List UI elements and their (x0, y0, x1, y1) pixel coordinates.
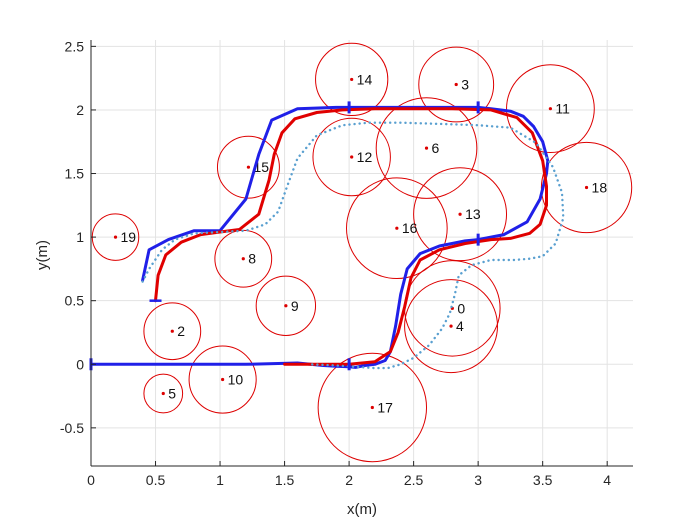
obstacle-circle (188, 345, 257, 414)
obstacle-label: 4 (456, 318, 464, 334)
obstacle-label: 10 (228, 372, 244, 388)
obstacle-center (350, 77, 354, 82)
obstacle-circle (216, 135, 280, 199)
obstacle-label: 11 (555, 101, 570, 117)
obstacle-center (113, 235, 118, 239)
paths (89, 105, 565, 370)
obstacle-circle (315, 42, 389, 117)
obstacle-label: 17 (377, 400, 393, 416)
obstacle-circle (404, 279, 498, 374)
y-tick-label: 0 (76, 356, 84, 372)
y-tick-label: 0.5 (65, 293, 85, 309)
obstacle-center (584, 185, 589, 190)
obstacle-circle (413, 167, 508, 262)
trajectory-line-0 (89, 105, 550, 369)
obstacle-circle (540, 141, 633, 234)
trajectory-line-2 (141, 121, 565, 370)
trajectory-line-1 (154, 107, 548, 366)
obstacle-label: 18 (592, 180, 608, 196)
obstacle-label: 9 (291, 298, 299, 314)
y-tick-label: 2 (76, 102, 84, 118)
y-tick-label: -0.5 (60, 420, 84, 436)
obstacle-center (246, 165, 251, 169)
obstacle-label: 0 (457, 300, 465, 316)
obstacle-center (241, 257, 245, 261)
obstacle-center (395, 226, 399, 230)
obstacle-center (458, 212, 462, 216)
obstacle-circle (143, 373, 184, 414)
obstacle-circle (506, 64, 595, 154)
obstacle-center (424, 146, 429, 150)
x-tick-label: 2 (345, 472, 353, 488)
obstacle-label: 12 (357, 149, 373, 165)
grid (90, 40, 633, 466)
y-tick-label: 1.5 (65, 166, 85, 182)
x-tick-label: 0 (87, 472, 95, 488)
obstacle-circle (143, 302, 202, 361)
y-axis-label: y(m) (34, 240, 51, 270)
x-tick-label: 0.5 (146, 472, 166, 488)
obstacle-center (454, 82, 458, 87)
x-tick-label: 3.5 (533, 472, 553, 488)
obstacle-circle (418, 46, 495, 123)
obstacle-center (161, 391, 165, 396)
obstacle-label: 8 (248, 251, 256, 267)
obstacle-center (449, 324, 453, 328)
obstacle-center (370, 405, 374, 410)
obstacle-label: 16 (402, 220, 418, 236)
obstacle-label: 3 (461, 77, 469, 93)
obstacle-label: 13 (465, 206, 481, 222)
axes: 0 0.5 1 1.5 2 2.5 3 3.5 4 -0.5 0 0.5 1 1.5 2 2.5 (60, 38, 633, 488)
x-tick-label: 4 (603, 472, 611, 488)
obstacle-circle (346, 177, 448, 280)
obstacle-label: 2 (177, 323, 185, 339)
y-tick-label: 1 (76, 229, 84, 245)
obstacle-label: 19 (121, 229, 137, 245)
obstacle-circle (312, 117, 391, 197)
obstacle-center (548, 107, 553, 111)
obstacle-center (350, 155, 354, 159)
obstacle-center (284, 304, 288, 308)
y-tick-label: 2.5 (65, 38, 85, 54)
x-tick-label: 1 (216, 472, 224, 488)
x-tick-label: 2.5 (404, 472, 424, 488)
obstacle-label: 5 (168, 386, 176, 402)
x-axis-label: x(m) (347, 501, 377, 518)
plot-area (91, 40, 633, 466)
obstacle-circle (255, 275, 317, 336)
x-tick-label: 1.5 (275, 472, 295, 488)
obstacle-label: 6 (432, 140, 440, 156)
obstacle-center (221, 377, 225, 382)
obstacle-label: 14 (357, 71, 373, 87)
obstacle-circle (317, 352, 428, 463)
obstacle-circle (375, 97, 478, 199)
obstacle-center (170, 329, 174, 333)
x-tick-label: 3 (474, 472, 482, 488)
